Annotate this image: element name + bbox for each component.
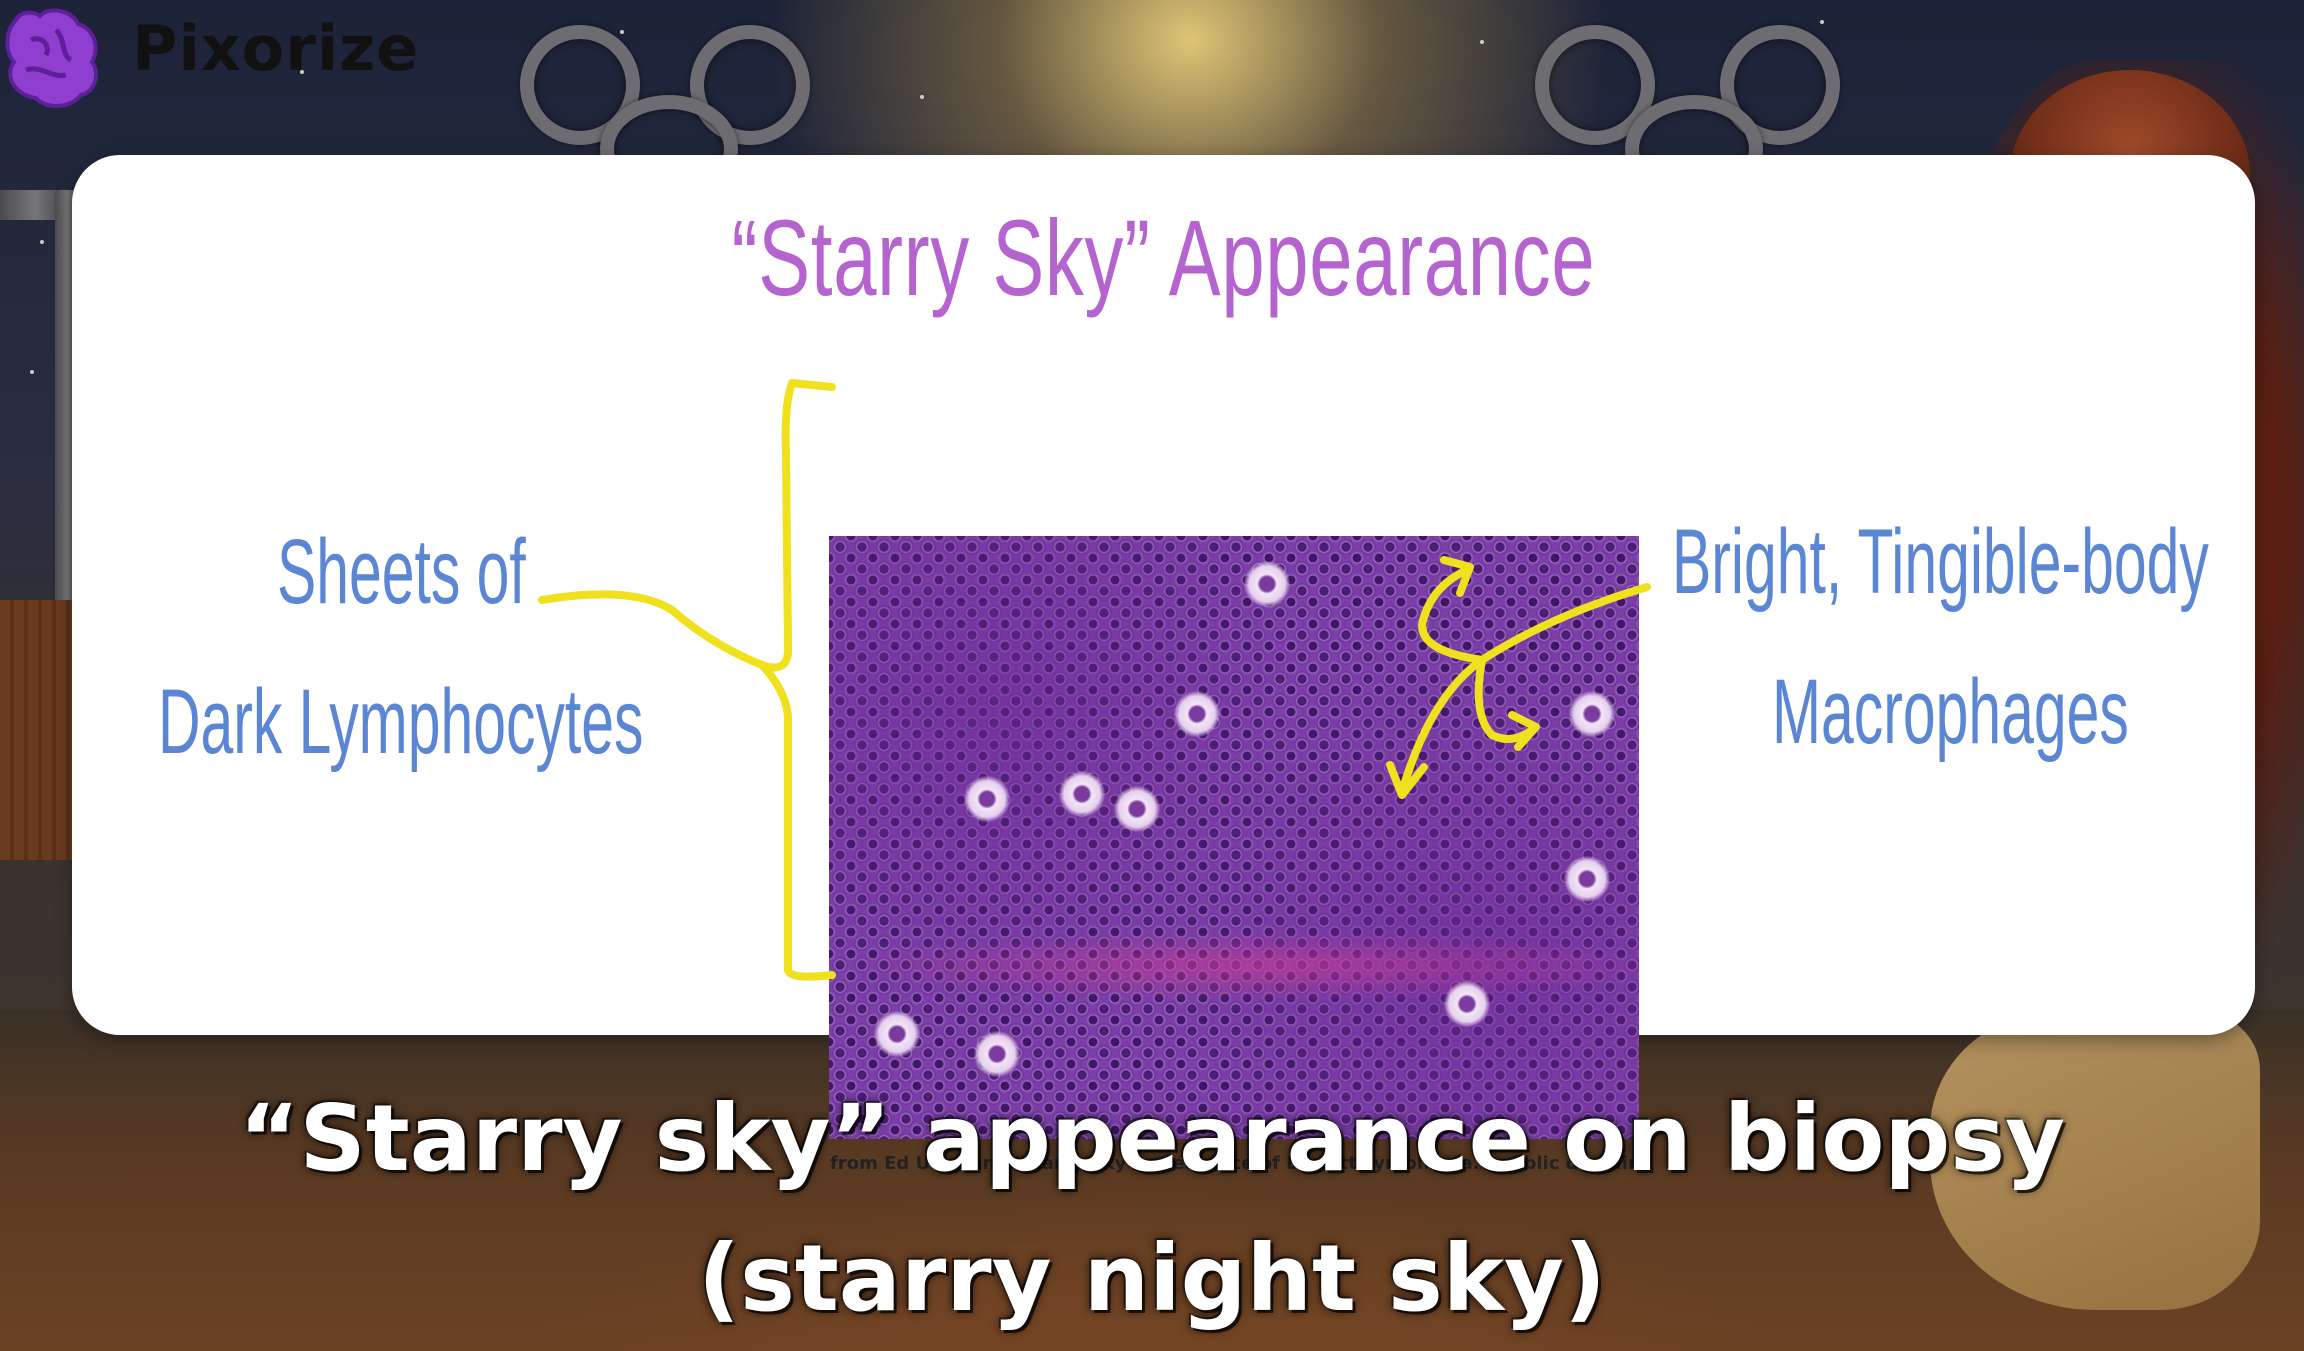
star [300,70,304,74]
image-credit: from Ed Uthman. “Starry Sky Appearance o… [830,1153,1648,1174]
left-label-line1: Sheets of [277,521,526,623]
caption-line1: “Starry sky” appearance on biopsy [238,1085,2066,1192]
arrow-head [1440,556,1474,597]
macrophage [1244,561,1290,607]
macrophage [1564,856,1610,902]
star [1480,40,1484,44]
macrophage [1444,981,1490,1027]
macrophage [874,1011,920,1057]
wooden-door [0,600,72,860]
left-label-line2: Dark Lymphocytes [158,671,644,773]
bracket [758,379,836,981]
macrophage [1569,691,1615,737]
arrow-line [1418,566,1486,664]
slide-title: “Starry Sky” Appearance [731,197,1596,318]
arrow-head [1508,711,1540,751]
logo-text: Pixorize [132,12,420,85]
annotation-overlay [538,379,1651,981]
star [920,95,924,99]
arrow-line [1400,583,1651,789]
macrophage [964,776,1010,822]
right-label-line2: Macrophages [1772,661,2129,763]
macrophage [1174,691,1220,737]
star [620,30,624,34]
brain-icon [5,8,98,108]
character-strap [1930,1010,2260,1310]
macrophage [1059,771,1105,817]
right-label-line1: Bright, Tingible-body [1672,511,2209,613]
arrow-line [1474,656,1536,743]
star [1820,20,1824,24]
micrograph-image [829,536,1639,1139]
caption-line2: (starry night sky) [698,1225,1606,1332]
macrophage [1114,786,1160,832]
slide-card: “Starry Sky” Appearance Sheets of Dark L… [72,155,2255,1174]
left-connector [538,590,766,669]
arrow-head [1386,761,1428,799]
macrophage [974,1031,1020,1077]
star [30,370,34,374]
star [40,240,44,244]
